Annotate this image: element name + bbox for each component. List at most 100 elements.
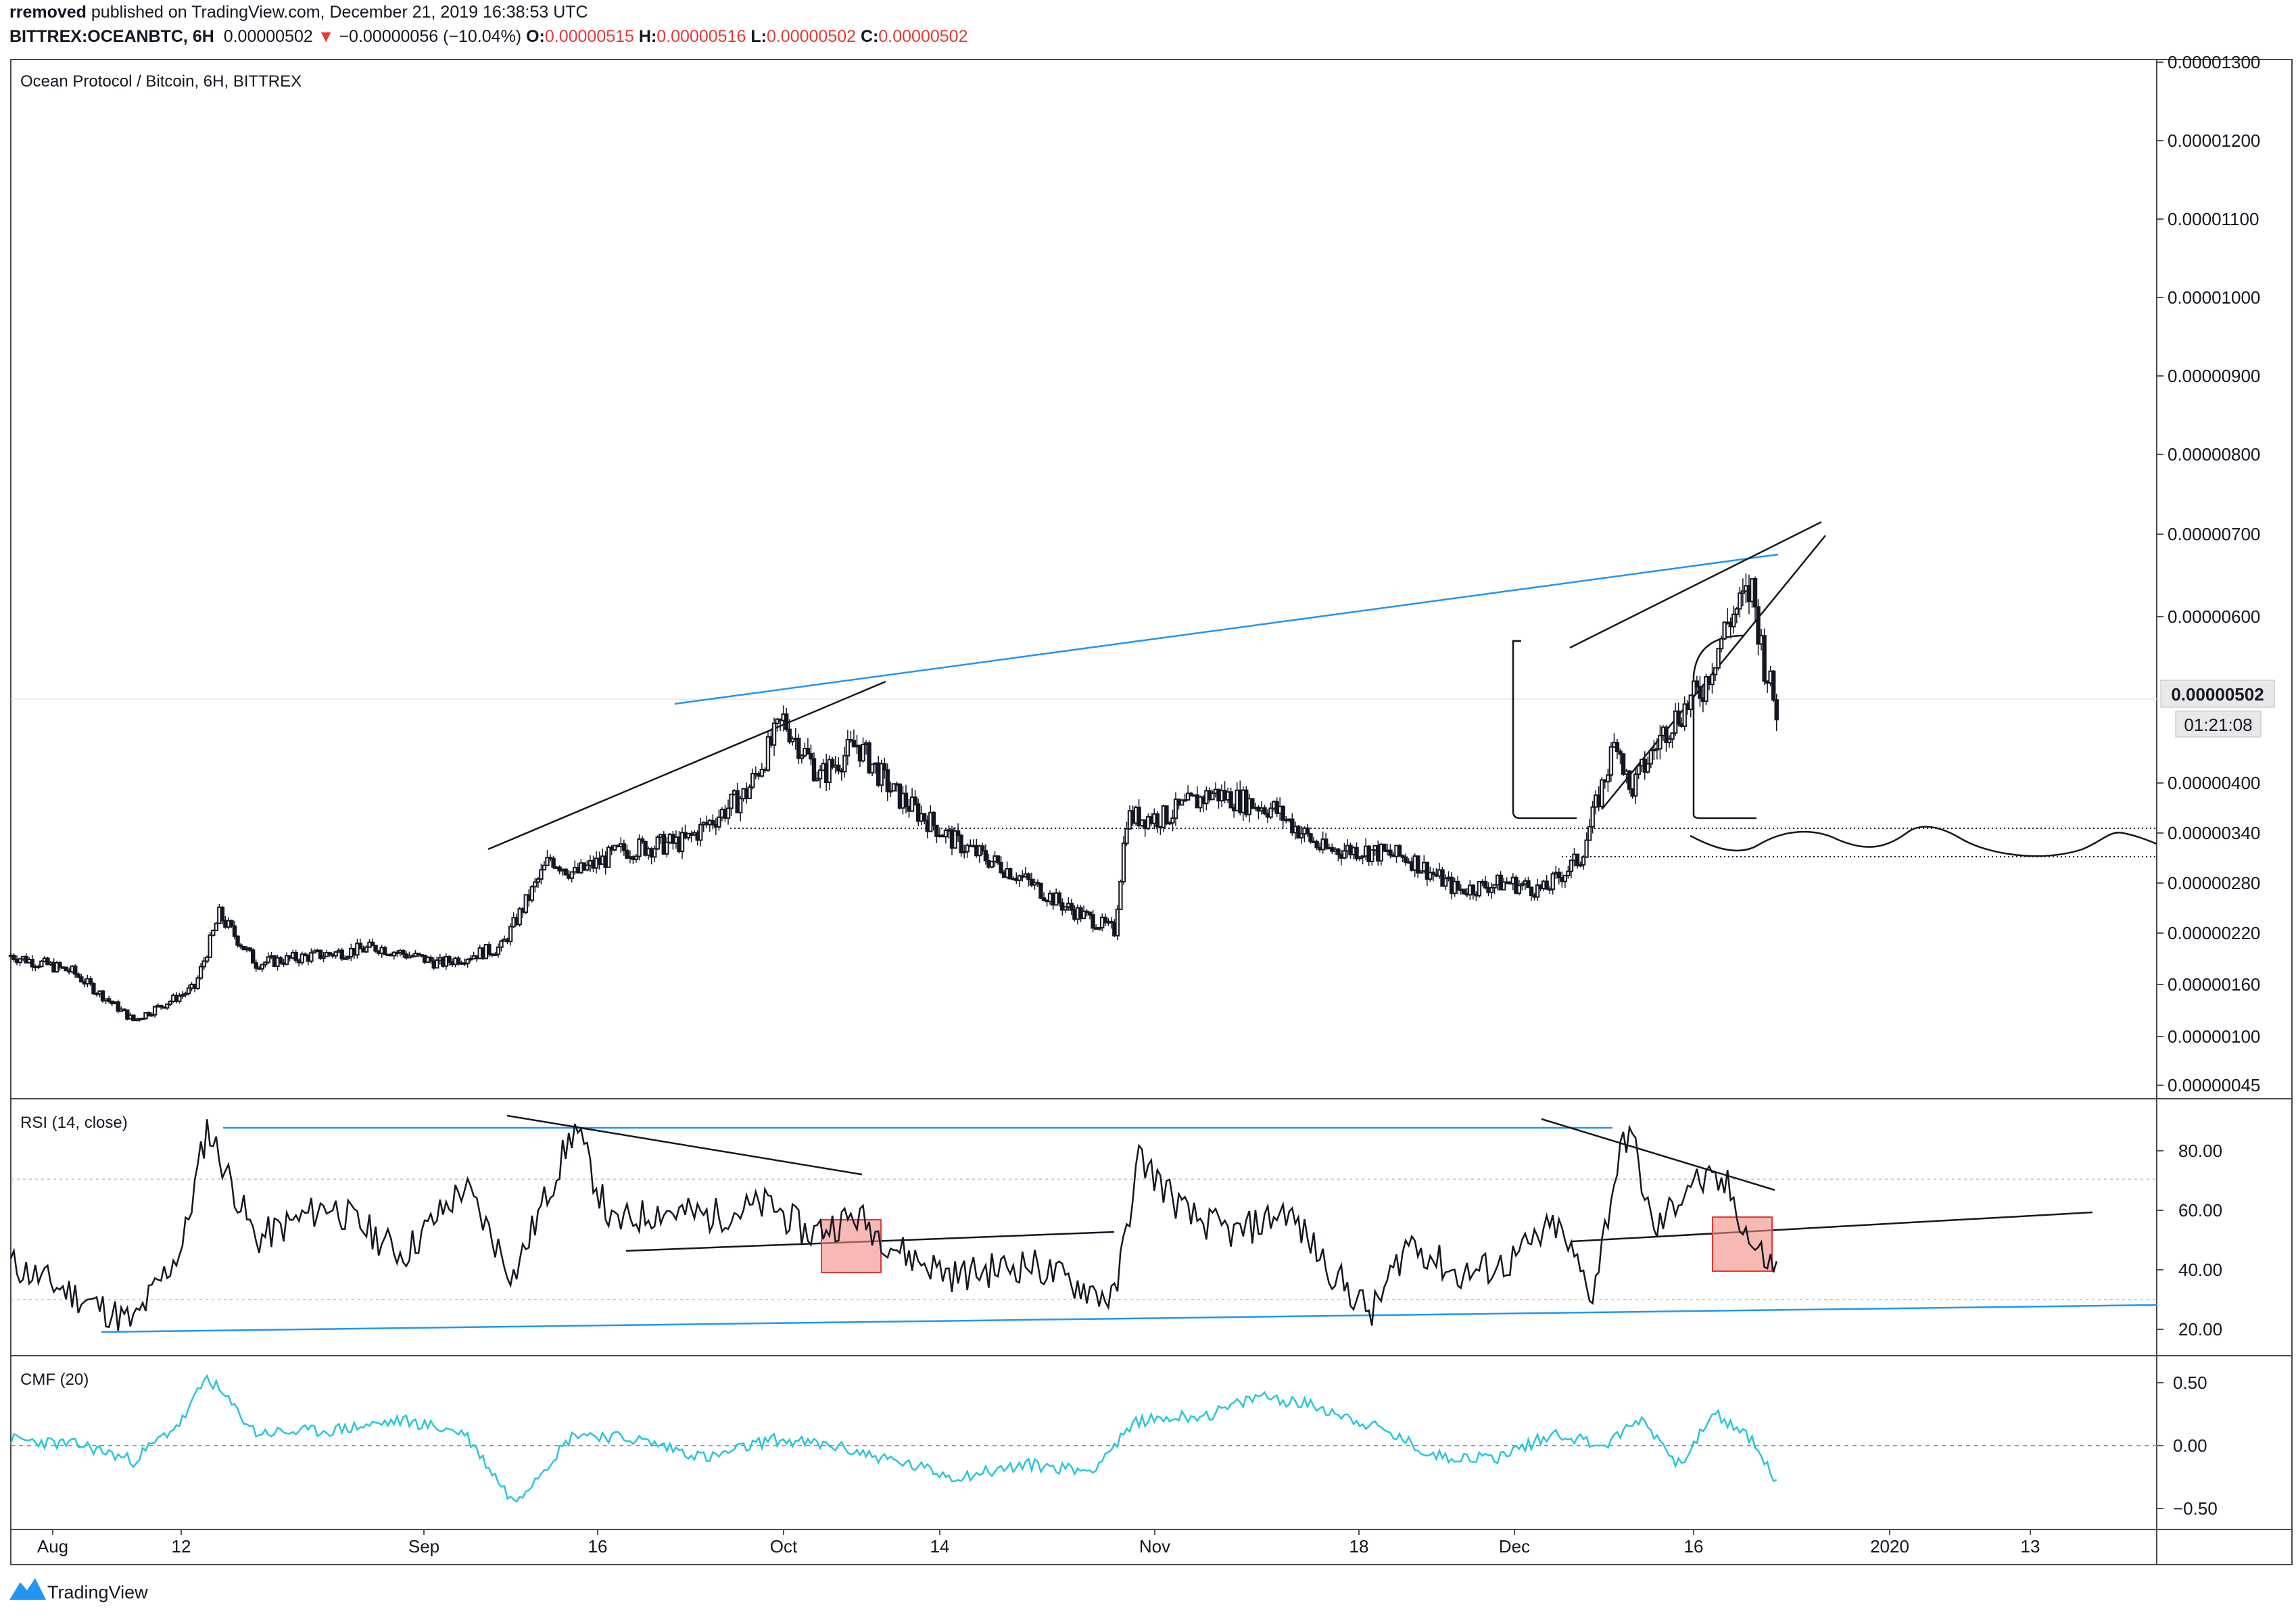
blue-resistance-line[interactable]: [674, 553, 1779, 705]
down-arrow-icon: ▼: [317, 27, 335, 46]
candle-body: [1314, 840, 1319, 849]
candle-body: [1281, 805, 1285, 821]
candle-body: [358, 943, 363, 950]
candle-body: [1590, 806, 1595, 828]
cmf-tick-label: 0.00: [2173, 1435, 2207, 1456]
price-tick-label: 0.00000340: [2168, 823, 2260, 843]
current-price-badge: [2160, 680, 2275, 708]
candle-body: [1756, 606, 1761, 645]
candle-body: [995, 855, 1001, 863]
candle-body: [1520, 883, 1525, 886]
candle-body: [1379, 843, 1384, 862]
candle-body: [983, 850, 988, 861]
candle-body: [830, 759, 835, 768]
candle-body: [278, 957, 283, 964]
time-tick-label: 16: [1684, 1536, 1704, 1556]
wedge-upper-line[interactable]: [1569, 521, 1822, 649]
candle-body: [1710, 673, 1715, 686]
rsi-breakdown-box-1[interactable]: [821, 1219, 882, 1273]
candle-body: [943, 829, 949, 838]
candle-body: [655, 836, 660, 850]
candle-body: [1041, 897, 1047, 901]
candle-body: [1584, 839, 1589, 858]
candle-body: [1121, 842, 1126, 883]
candle-body: [1648, 750, 1654, 765]
projected-price-path[interactable]: [1690, 826, 2157, 857]
candle-body: [447, 956, 452, 963]
candle-body: [1308, 833, 1313, 842]
candle-body: [428, 956, 433, 962]
candle-body: [750, 773, 755, 788]
tradingview-brand: TradingView: [47, 1582, 148, 1602]
candle-body: [1646, 763, 1650, 773]
candle-body: [1336, 848, 1341, 855]
candle-body: [79, 976, 84, 983]
candle-body: [76, 973, 80, 978]
candle-body: [711, 819, 715, 826]
candle-body: [1575, 853, 1580, 867]
candle-body: [784, 713, 789, 730]
candle-body: [1299, 833, 1304, 839]
candle-body: [235, 935, 240, 946]
candle-body: [327, 951, 332, 955]
tradingview-logo[interactable]: TradingView: [9, 1578, 148, 1602]
rsi-ascending-line-2[interactable]: [1571, 1211, 2093, 1243]
candle-body: [18, 958, 22, 964]
rsi-pane[interactable]: [9, 1114, 2157, 1333]
author-name[interactable]: rremoved: [9, 3, 87, 22]
rsi-tick-label: 20.00: [2178, 1319, 2222, 1339]
candle-body: [790, 738, 795, 743]
candle-body: [1357, 856, 1362, 859]
candle-body: [339, 949, 344, 959]
price-tick-label: 0.00000160: [2168, 974, 2260, 995]
candle-body: [867, 742, 871, 774]
candle-body: [260, 964, 265, 970]
candle-body: [652, 848, 657, 858]
candle-body: [1658, 734, 1663, 750]
candle-body: [965, 845, 970, 853]
candle-body: [364, 946, 369, 953]
candlestick-series[interactable]: [8, 573, 1779, 1022]
candle-body: [1771, 670, 1776, 701]
candle-body: [980, 845, 985, 852]
ascending-trendline-sep-oct[interactable]: [487, 680, 886, 851]
price-axis[interactable]: 0.00001300 0.00001200 0.00001100 0.00001000…: [2157, 52, 2260, 1095]
candle-body: [913, 796, 917, 805]
candle-body: [1397, 845, 1402, 857]
candle-body: [1228, 791, 1233, 809]
candle-body: [1477, 881, 1482, 897]
candle-body: [318, 949, 323, 959]
candle-body: [1097, 927, 1101, 930]
time-axis[interactable]: Aug 12 Sep 16 Oct 14 Nov 18 Dec 16 2020 13: [37, 1529, 2040, 1556]
candle-body: [539, 869, 544, 880]
cmf-pane[interactable]: [9, 1374, 2157, 1503]
measure-bracket-left[interactable]: [1512, 640, 1577, 819]
candle-body: [321, 955, 326, 959]
price-tick-label: 0.00000100: [2168, 1026, 2260, 1047]
candle-body: [1296, 826, 1301, 839]
candle-body: [266, 956, 271, 964]
candle-body: [759, 768, 765, 777]
candle-body: [845, 738, 851, 757]
candle-body: [934, 824, 939, 837]
candle-body: [1516, 884, 1522, 894]
candle-body: [1007, 868, 1013, 880]
candle-body: [931, 811, 936, 826]
rsi-descending-line-1[interactable]: [506, 1114, 863, 1176]
current-price-label: 0.00000502: [2171, 684, 2264, 705]
candle-body: [1416, 855, 1420, 874]
candle-body: [168, 1000, 172, 1005]
candle-body: [1173, 799, 1178, 819]
low-value: 0.00000502: [766, 27, 857, 46]
rsi-blue-support-line[interactable]: [101, 1304, 2157, 1333]
countdown-label: 01:21:08: [2184, 715, 2252, 735]
price-tick-label: 0.00000600: [2168, 607, 2260, 627]
measure-bracket-right[interactable]: [1692, 634, 1756, 819]
candle-body: [827, 759, 832, 784]
rsi-descending-line-2[interactable]: [1541, 1118, 1775, 1191]
candle-body: [186, 987, 191, 995]
drawing-layer[interactable]: [11, 521, 2157, 857]
candle-body: [1370, 849, 1374, 863]
candle-body: [293, 952, 298, 961]
